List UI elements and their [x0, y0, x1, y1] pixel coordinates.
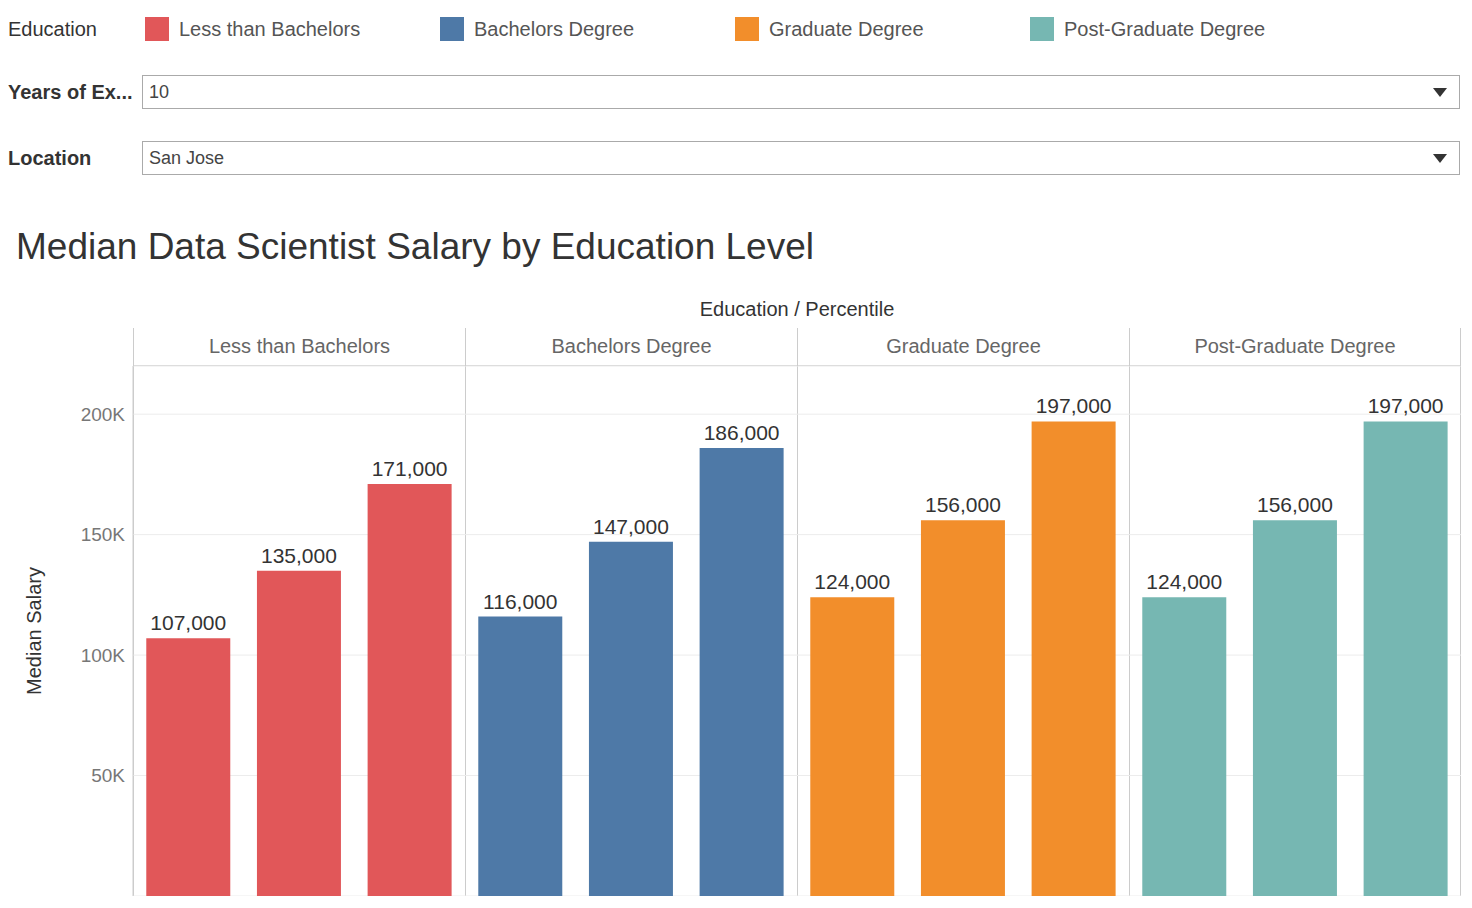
html-text:Post-Graduate Degree: Post-Graduate Degree [1194, 335, 1396, 357]
html-text:Education: Education [8, 17, 97, 40]
svg-text:147,000: 147,000 [593, 515, 669, 538]
svg-text:124,000: 124,000 [1146, 570, 1222, 593]
svg-text:197,000: 197,000 [1036, 394, 1112, 417]
svg-text:156,000: 156,000 [925, 493, 1001, 516]
html-text:Less than Bachelors: Less than Bachelors [179, 17, 361, 40]
svg-text:135,000: 135,000 [261, 544, 337, 567]
html-text:Graduate Degree: Graduate Degree [886, 335, 1041, 357]
svg-text:107,000: 107,000 [150, 611, 226, 634]
html-text:Location: Location [8, 146, 92, 169]
svg-text:197,000: 197,000 [1368, 394, 1444, 417]
svg-text:171,000: 171,000 [372, 457, 448, 480]
html-text:Bachelors Degree: Bachelors Degree [474, 17, 635, 40]
html-text:Less than Bachelors: Less than Bachelors [208, 335, 391, 357]
svg-text:116,000: 116,000 [483, 590, 557, 613]
html-text:10: 10 [149, 81, 169, 102]
html-text:San Jose: San Jose [149, 147, 225, 168]
svg-text:100K: 100K [81, 645, 126, 666]
html-text:Education / Percentile: Education / Percentile [699, 298, 895, 320]
svg-text:186,000: 186,000 [704, 421, 780, 444]
html-text:Bachelors Degree: Bachelors Degree [551, 335, 712, 357]
html-text:Years of Ex...: Years of Ex... [8, 80, 133, 103]
svg-text:150K: 150K [81, 524, 126, 545]
html-text:Graduate Degree: Graduate Degree [769, 17, 924, 40]
svg-text:200K: 200K [81, 404, 126, 425]
svg-text:156,000: 156,000 [1257, 493, 1333, 516]
html-text:Post-Graduate Degree: Post-Graduate Degree [1064, 17, 1266, 40]
svg-text:Median Salary: Median Salary [23, 567, 45, 695]
svg-text:124,000: 124,000 [814, 570, 890, 593]
svg-text:50K: 50K [91, 765, 125, 786]
html-text:Median Data Scientist Salary b: Median Data Scientist Salary by Educatio… [16, 226, 814, 267]
